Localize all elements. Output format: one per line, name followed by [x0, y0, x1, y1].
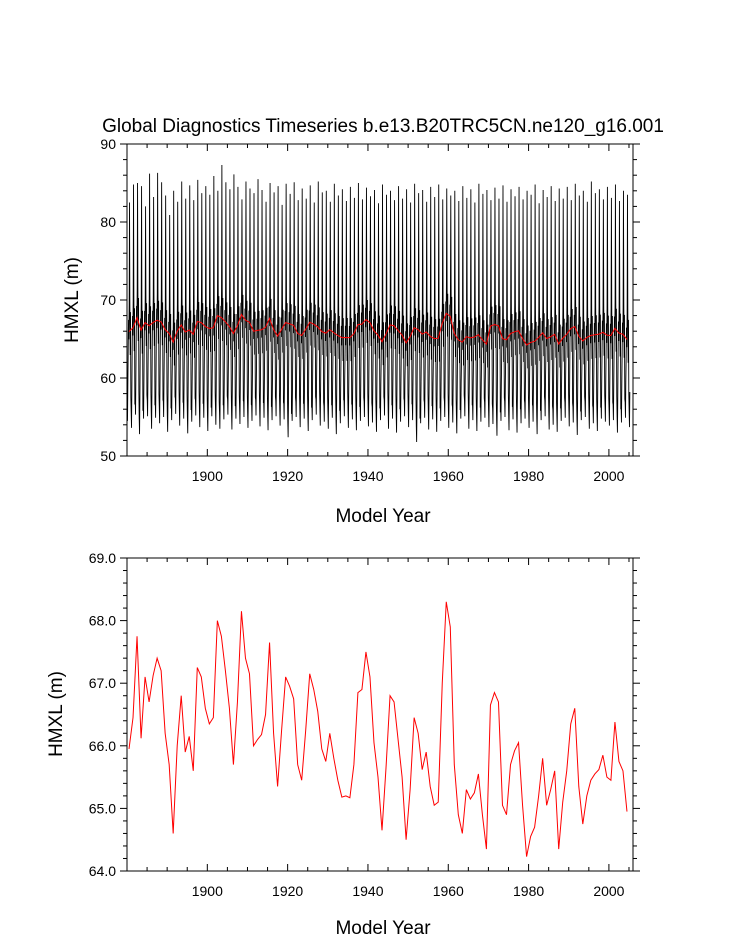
bottom-y-tick-label: 65.0: [89, 800, 116, 816]
bottom-x-tick-label: 1980: [513, 883, 544, 899]
bottom-y-tick-label: 69.0: [89, 550, 116, 566]
top-x-tick-label: 1900: [192, 468, 223, 484]
top-y-axis-title: HMXL (m): [62, 257, 83, 343]
bottom-annual-panel: 1900 1920 1940 1960 1980 2000 64.0 65.0 66.0 67.0…: [89, 550, 640, 899]
top-x-axis-title: Model Year: [335, 506, 431, 527]
bottom-x-axis-title: Model Year: [335, 918, 431, 939]
top-x-tick-label: 1920: [272, 468, 303, 484]
top-timeseries-panel: 1900 1920 1940 1960 1980 2000 50 60 70 80 90: [100, 136, 640, 484]
top-x-tick-label: 2000: [593, 468, 624, 484]
chart-title: Global Diagnostics Timeseries b.e13.B20T…: [102, 116, 664, 137]
bottom-annual-mean-series-line: [128, 601, 628, 857]
bottom-x-tick-label: 1900: [192, 883, 223, 899]
bottom-y-axis-title: HMXL (m): [46, 671, 67, 757]
top-x-tick-label: 1940: [352, 468, 383, 484]
bottom-x-tick-label: 1920: [272, 883, 303, 899]
top-y-tick-label: 70: [100, 292, 116, 308]
top-y-tick-label: 90: [100, 136, 116, 152]
bottom-plot-frame: [126, 557, 634, 872]
top-y-tick-label: 80: [100, 214, 116, 230]
bottom-y-tick-label: 67.0: [89, 675, 116, 691]
top-x-tick-label: 1960: [433, 468, 464, 484]
top-y-tick-label: 50: [100, 448, 116, 464]
top-monthly-series-line: [126, 165, 631, 442]
bottom-x-tick-label: 2000: [593, 883, 624, 899]
bottom-y-tick-label: 68.0: [89, 613, 116, 629]
top-x-tick-label: 1980: [513, 468, 544, 484]
bottom-y-tick-label: 66.0: [89, 738, 116, 754]
top-annual-mean-series-line: [128, 312, 628, 346]
top-y-tick-label: 60: [100, 370, 116, 386]
bottom-x-tick-label: 1960: [433, 883, 464, 899]
bottom-y-tick-label: 64.0: [89, 863, 116, 879]
bottom-x-tick-label: 1940: [352, 883, 383, 899]
